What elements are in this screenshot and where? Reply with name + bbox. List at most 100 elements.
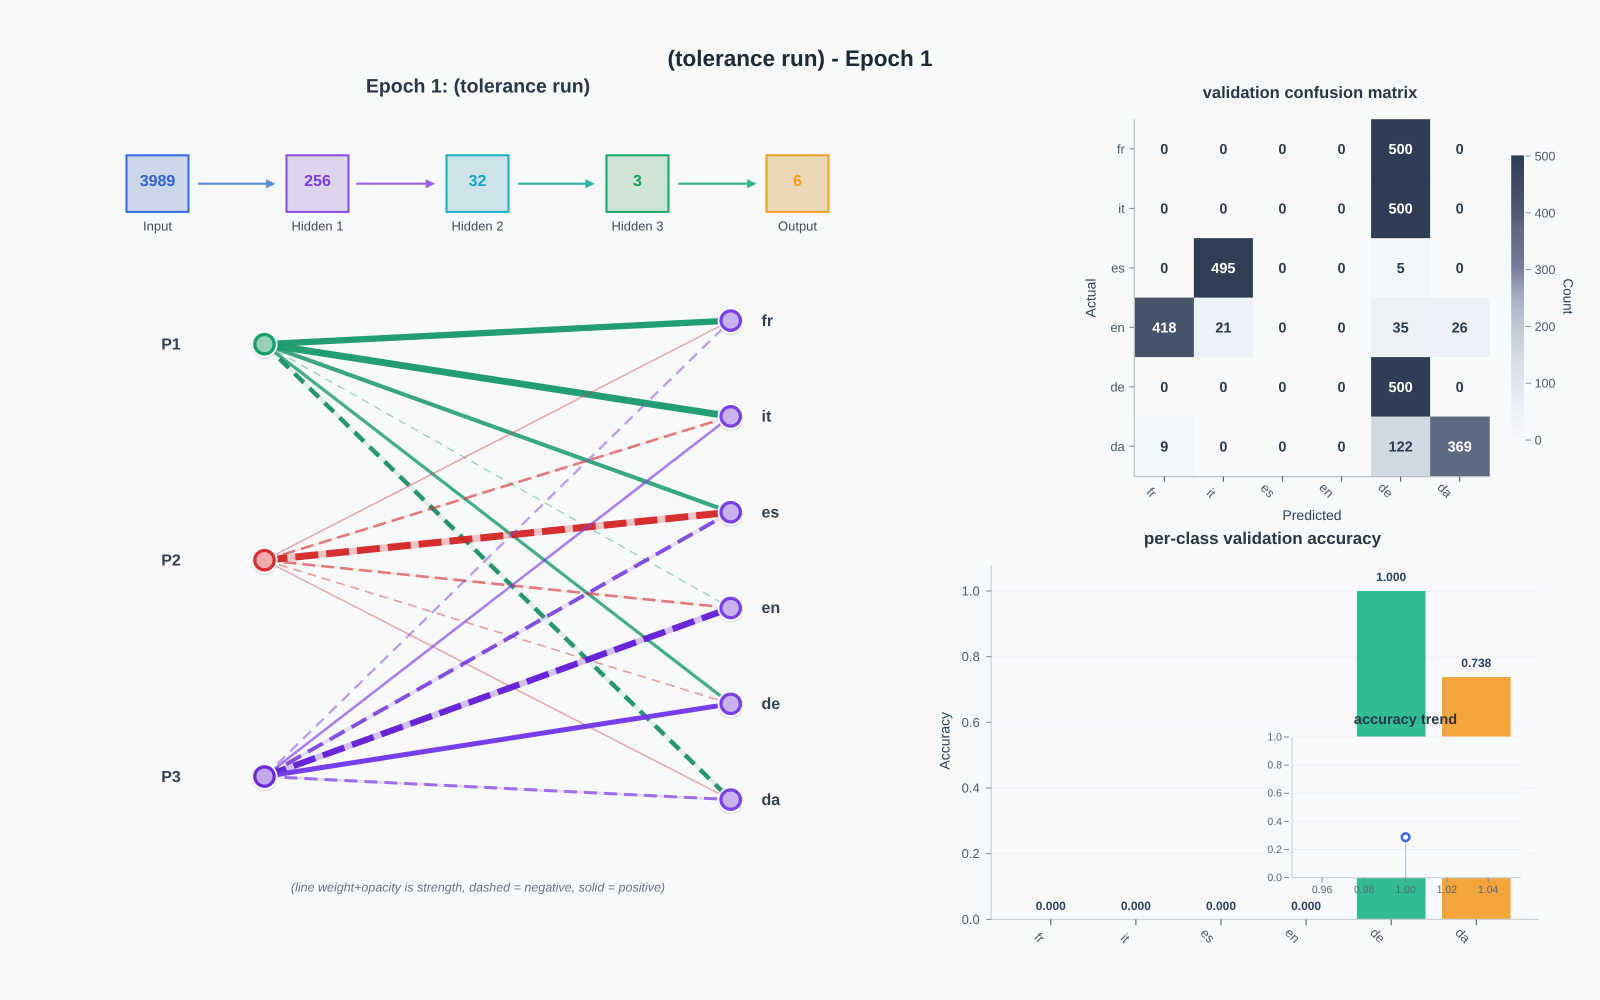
- svg-text:6: 6: [793, 173, 802, 190]
- svg-text:Hidden 2: Hidden 2: [451, 219, 503, 234]
- svg-text:122: 122: [1389, 439, 1413, 455]
- svg-text:0: 0: [1456, 380, 1464, 396]
- svg-text:0.738: 0.738: [1461, 656, 1491, 670]
- svg-text:0: 0: [1338, 261, 1346, 277]
- svg-text:P2: P2: [161, 553, 181, 570]
- svg-text:1.000: 1.000: [1376, 570, 1406, 584]
- svg-text:Count: Count: [1561, 278, 1576, 314]
- svg-text:0: 0: [1338, 439, 1346, 455]
- svg-text:0: 0: [1278, 439, 1286, 455]
- svg-text:26: 26: [1452, 321, 1468, 337]
- svg-text:0.2: 0.2: [962, 846, 980, 861]
- svg-text:Output: Output: [778, 219, 817, 234]
- svg-text:en: en: [1110, 320, 1124, 335]
- svg-text:35: 35: [1393, 321, 1409, 337]
- svg-text:0: 0: [1160, 142, 1168, 158]
- svg-text:500: 500: [1389, 142, 1413, 158]
- svg-text:Hidden 1: Hidden 1: [291, 219, 343, 234]
- svg-text:0: 0: [1160, 202, 1168, 218]
- svg-text:300: 300: [1535, 263, 1556, 277]
- svg-text:0: 0: [1160, 261, 1168, 277]
- svg-text:da: da: [762, 792, 781, 809]
- svg-text:de: de: [762, 696, 781, 713]
- svg-text:32: 32: [469, 173, 487, 190]
- svg-text:de: de: [1110, 379, 1124, 394]
- svg-text:0: 0: [1278, 202, 1286, 218]
- svg-text:0: 0: [1278, 321, 1286, 337]
- svg-text:it: it: [1118, 201, 1125, 216]
- svg-text:0.96: 0.96: [1312, 884, 1333, 896]
- svg-text:per-class validation accuracy: per-class validation accuracy: [1144, 529, 1382, 548]
- svg-text:it: it: [762, 409, 772, 426]
- svg-text:0: 0: [1338, 321, 1346, 337]
- svg-text:0: 0: [1456, 142, 1464, 158]
- svg-text:0.98: 0.98: [1354, 884, 1375, 896]
- svg-text:0.4: 0.4: [962, 781, 980, 796]
- svg-text:en: en: [762, 600, 781, 617]
- svg-text:0.0: 0.0: [962, 912, 980, 927]
- svg-text:0.000: 0.000: [1206, 899, 1236, 913]
- svg-text:100: 100: [1535, 377, 1556, 391]
- svg-text:495: 495: [1211, 261, 1235, 277]
- svg-text:Accuracy: Accuracy: [936, 712, 952, 770]
- svg-text:1.0: 1.0: [962, 584, 980, 599]
- svg-text:0.4: 0.4: [1267, 816, 1282, 828]
- svg-text:0: 0: [1338, 202, 1346, 218]
- svg-text:0: 0: [1219, 202, 1227, 218]
- svg-text:21: 21: [1215, 321, 1231, 337]
- svg-text:P1: P1: [161, 337, 181, 354]
- svg-text:369: 369: [1448, 439, 1472, 455]
- svg-text:0.8: 0.8: [1267, 760, 1282, 772]
- svg-text:Predicted: Predicted: [1282, 507, 1341, 523]
- svg-text:accuracy trend: accuracy trend: [1354, 712, 1457, 728]
- svg-text:fr: fr: [1117, 141, 1126, 156]
- svg-text:256: 256: [304, 173, 331, 190]
- svg-text:0.6: 0.6: [1267, 788, 1282, 800]
- svg-text:validation confusion matrix: validation confusion matrix: [1203, 84, 1418, 102]
- svg-text:da: da: [1110, 439, 1125, 454]
- svg-text:0: 0: [1535, 434, 1542, 448]
- svg-text:0: 0: [1278, 380, 1286, 396]
- svg-text:1.04: 1.04: [1478, 884, 1499, 896]
- svg-text:3989: 3989: [140, 173, 176, 190]
- svg-text:0.2: 0.2: [1267, 844, 1282, 856]
- svg-text:0: 0: [1219, 142, 1227, 158]
- svg-text:es: es: [1111, 260, 1125, 275]
- svg-text:3: 3: [633, 173, 642, 190]
- svg-text:400: 400: [1535, 206, 1556, 220]
- svg-text:1.0: 1.0: [1267, 732, 1282, 744]
- svg-text:0: 0: [1160, 380, 1168, 396]
- svg-text:Input: Input: [143, 219, 172, 234]
- svg-text:Epoch 1: (tolerance run): Epoch 1: (tolerance run): [366, 76, 590, 98]
- svg-text:418: 418: [1152, 321, 1176, 337]
- svg-text:500: 500: [1389, 380, 1413, 396]
- svg-text:0: 0: [1338, 380, 1346, 396]
- svg-text:1.00: 1.00: [1395, 884, 1416, 896]
- svg-text:500: 500: [1535, 150, 1556, 164]
- svg-text:0: 0: [1278, 142, 1286, 158]
- svg-text:5: 5: [1397, 261, 1405, 277]
- svg-text:200: 200: [1535, 320, 1556, 334]
- svg-text:0.000: 0.000: [1291, 899, 1321, 913]
- svg-text:0: 0: [1219, 439, 1227, 455]
- svg-text:0: 0: [1456, 202, 1464, 218]
- svg-text:0.6: 0.6: [962, 715, 980, 730]
- svg-text:9: 9: [1160, 439, 1168, 455]
- svg-text:(line weight+opacity is streng: (line weight+opacity is strength, dashed…: [291, 881, 665, 895]
- svg-text:0: 0: [1338, 142, 1346, 158]
- svg-text:(tolerance run) - Epoch 1: (tolerance run) - Epoch 1: [667, 46, 932, 71]
- svg-text:1.02: 1.02: [1437, 884, 1458, 896]
- svg-text:500: 500: [1389, 202, 1413, 218]
- svg-text:fr: fr: [762, 313, 774, 330]
- svg-text:0: 0: [1278, 261, 1286, 277]
- svg-text:Hidden 3: Hidden 3: [611, 219, 663, 234]
- svg-text:0.000: 0.000: [1121, 899, 1151, 913]
- svg-text:0: 0: [1456, 261, 1464, 277]
- svg-text:0.0: 0.0: [1267, 872, 1282, 884]
- svg-text:0.000: 0.000: [1036, 899, 1066, 913]
- svg-text:P3: P3: [161, 769, 181, 786]
- svg-text:es: es: [762, 504, 780, 521]
- svg-text:Actual: Actual: [1083, 279, 1099, 318]
- svg-text:0: 0: [1219, 380, 1227, 396]
- svg-text:0.8: 0.8: [962, 649, 980, 664]
